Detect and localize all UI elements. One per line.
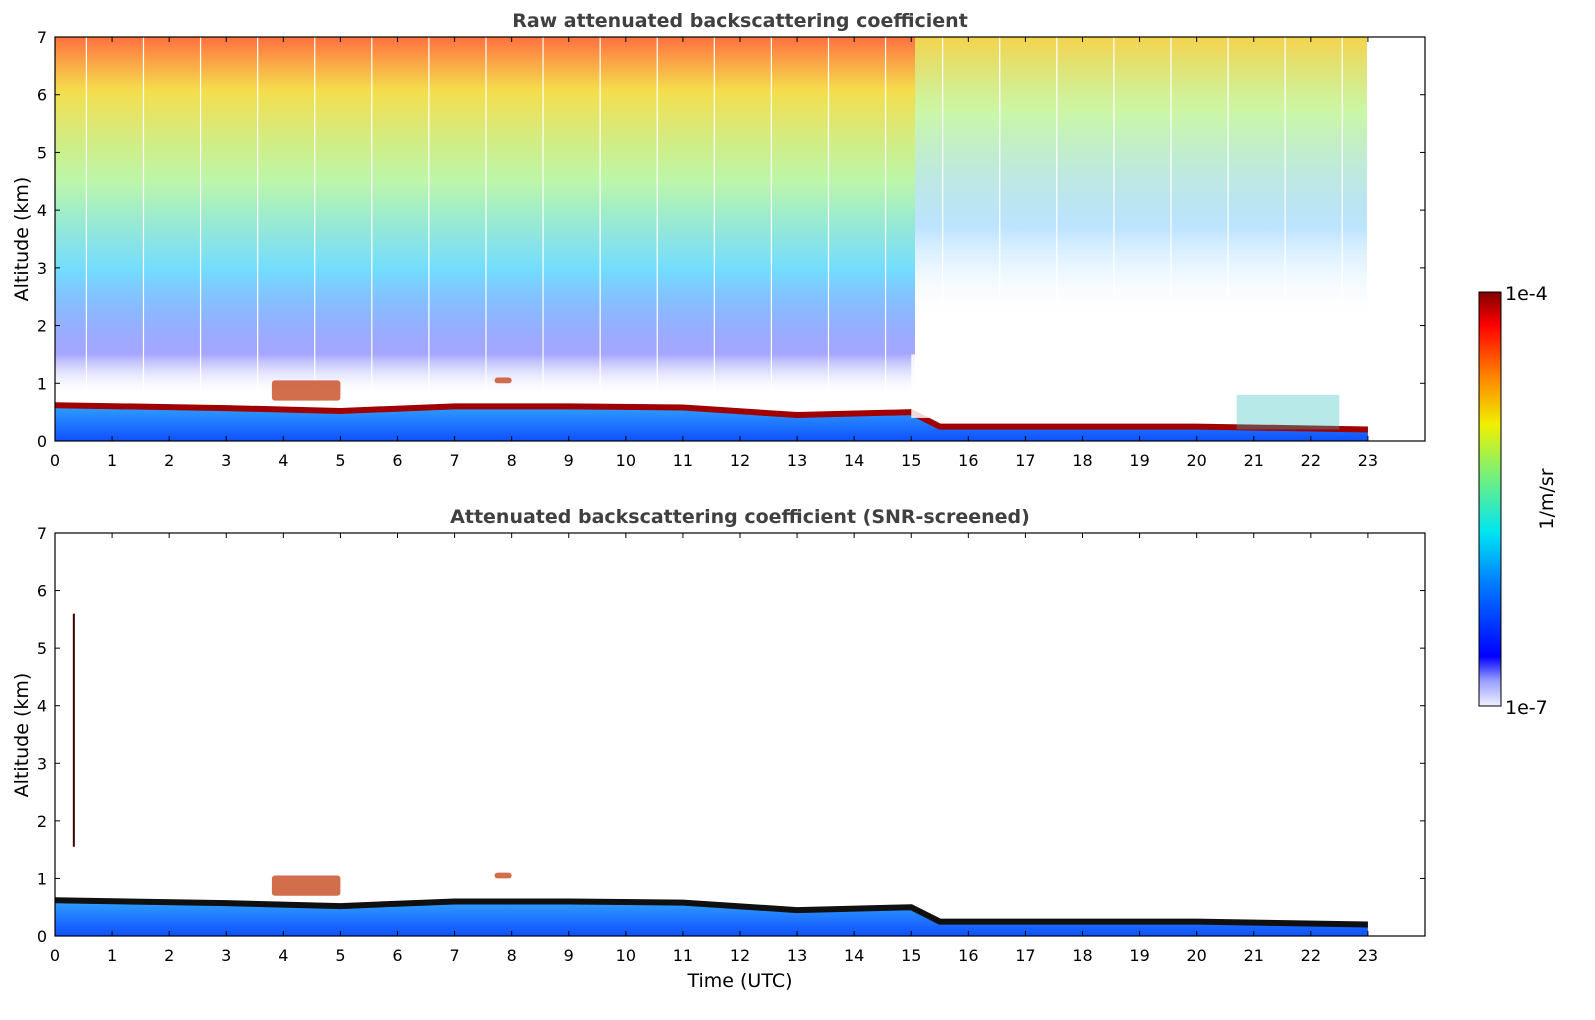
x-tick-label: 20	[1186, 946, 1206, 965]
title-raw: Raw attenuated backscattering coefficien…	[512, 10, 968, 32]
y-tick-label: 3	[37, 259, 47, 278]
y-tick-label: 4	[37, 201, 47, 220]
boundary-layer-top-screened	[54, 897, 1368, 928]
frame-screened	[54, 532, 1426, 937]
x-tick-label: 3	[221, 451, 231, 470]
ylabel-raw: Altitude (km)	[11, 177, 33, 302]
x-tick-label: 9	[564, 451, 574, 470]
ticks-raw: 0 1 2 3 4 5 6 7 8 9 10 11 12 13 14 15 16 17 18 19 20 21 22 2301…	[37, 28, 1425, 470]
x-tick-label: 16	[958, 451, 978, 470]
title-screened: Attenuated backscattering coefficient (S…	[450, 506, 1030, 528]
noise-field-raw-late	[915, 37, 1367, 417]
plume	[1236, 394, 1340, 430]
x-tick-label: 18	[1072, 946, 1092, 965]
x-tick-label: 17	[1015, 451, 1035, 470]
y-tick-label: 6	[37, 86, 47, 105]
ylabel-screened: Altitude (km)	[11, 673, 33, 798]
y-tick-label: 1	[37, 374, 47, 393]
x-tick-label: 17	[1015, 946, 1035, 965]
x-tick-label: 2	[164, 946, 174, 965]
colorbar-min-label: 1e-7	[1505, 697, 1548, 719]
xlabel-screened: Time (UTC)	[686, 970, 792, 992]
y-tick-label: 3	[37, 754, 47, 773]
y-tick-label: 0	[37, 927, 47, 946]
data-gap-streaks-screened	[85, 533, 1425, 936]
x-tick-label: 23	[1358, 946, 1378, 965]
y-tick-label: 4	[37, 697, 47, 716]
y-tick-label: 2	[37, 812, 47, 831]
x-tick-label: 5	[335, 451, 345, 470]
aerosol-features-raw	[271, 354, 1368, 430]
signal-free-region	[911, 354, 1368, 418]
x-tick-label: 16	[958, 946, 978, 965]
x-tick-label: 12	[730, 946, 750, 965]
aerosol-layer	[271, 875, 341, 896]
x-tick-label: 22	[1301, 946, 1321, 965]
x-tick-label: 0	[50, 451, 60, 470]
x-tick-label: 2	[164, 451, 174, 470]
x-tick-label: 1	[107, 946, 117, 965]
x-tick-label: 1	[107, 451, 117, 470]
colorbar: 1e-4 1e-7 1/m/sr	[1478, 283, 1558, 719]
x-tick-label: 7	[449, 451, 459, 470]
colorbar-max-label: 1e-4	[1505, 283, 1548, 305]
ticks-screened: 0 1 2 3 4 5 6 7 8 9 10 11 12 13 14 15 16 17 18 19 20 21 22 2301…	[37, 524, 1425, 965]
x-tick-label: 8	[507, 451, 517, 470]
x-tick-label: 10	[616, 946, 636, 965]
boundary-layer-screened	[55, 900, 1368, 936]
x-tick-label: 15	[901, 451, 921, 470]
y-tick-label: 7	[37, 524, 47, 543]
y-tick-label: 7	[37, 28, 47, 47]
x-tick-label: 19	[1129, 946, 1149, 965]
x-tick-label: 23	[1358, 451, 1378, 470]
boundary-layer-raw	[55, 405, 1368, 441]
boundary-layer-top-raw	[54, 402, 1368, 433]
x-tick-label: 13	[787, 451, 807, 470]
x-tick-label: 11	[673, 451, 693, 470]
y-tick-label: 0	[37, 432, 47, 451]
x-tick-label: 12	[730, 451, 750, 470]
x-tick-label: 8	[507, 946, 517, 965]
panel-screened: Attenuated backscattering coefficient (S…	[11, 506, 1426, 992]
colorbar-unit-label: 1/m/sr	[1536, 468, 1558, 529]
aerosol-layer	[494, 872, 512, 879]
y-tick-label: 2	[37, 317, 47, 336]
x-tick-label: 6	[392, 946, 402, 965]
x-tick-label: 0	[50, 946, 60, 965]
y-tick-label: 5	[37, 639, 47, 658]
x-tick-label: 5	[335, 946, 345, 965]
colorbar-gradient	[1478, 291, 1502, 707]
frame-raw	[54, 36, 1426, 442]
x-tick-label: 21	[1244, 451, 1264, 470]
x-tick-label: 14	[844, 946, 864, 965]
aerosol-features-screened	[72, 613, 512, 896]
aerosol-layer	[271, 380, 341, 401]
x-tick-label: 11	[673, 946, 693, 965]
panel-raw: Raw attenuated backscattering coefficien…	[11, 10, 1426, 470]
x-tick-label: 6	[392, 451, 402, 470]
x-tick-label: 13	[787, 946, 807, 965]
x-tick-label: 19	[1129, 451, 1149, 470]
noise-field-raw	[55, 37, 915, 397]
x-tick-label: 4	[278, 946, 288, 965]
x-tick-label: 4	[278, 451, 288, 470]
x-tick-label: 7	[449, 946, 459, 965]
y-tick-label: 1	[37, 869, 47, 888]
no-data-region	[1367, 533, 1425, 936]
x-tick-label: 15	[901, 946, 921, 965]
x-tick-label: 3	[221, 946, 231, 965]
x-tick-label: 18	[1072, 451, 1092, 470]
y-tick-label: 5	[37, 143, 47, 162]
x-tick-label: 22	[1301, 451, 1321, 470]
x-tick-label: 21	[1244, 946, 1264, 965]
aerosol-layer	[494, 377, 512, 384]
plot-area-screened	[55, 533, 1425, 936]
no-data-region	[1367, 37, 1425, 441]
x-tick-label: 20	[1186, 451, 1206, 470]
x-tick-label: 10	[616, 451, 636, 470]
y-tick-label: 6	[37, 582, 47, 601]
x-tick-label: 14	[844, 451, 864, 470]
x-tick-label: 9	[564, 946, 574, 965]
